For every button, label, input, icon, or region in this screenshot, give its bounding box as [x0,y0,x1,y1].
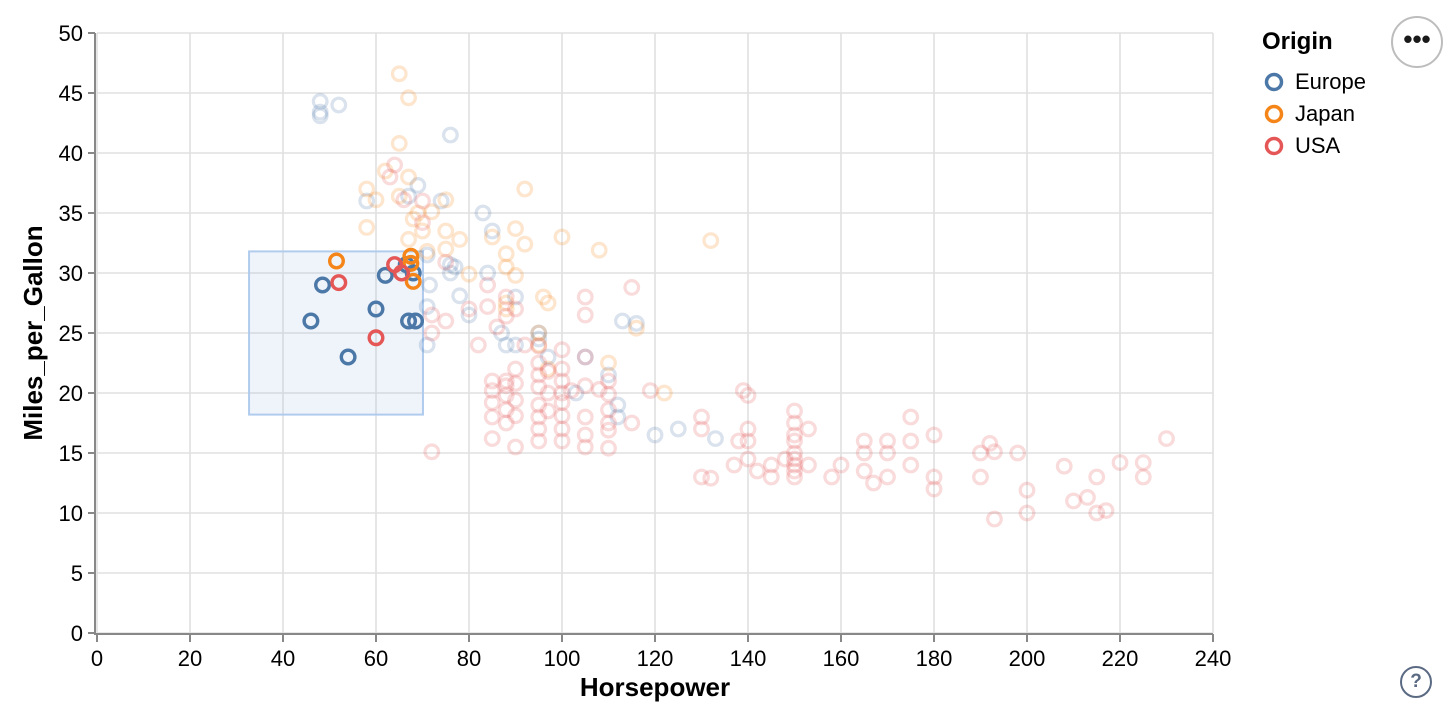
points-europe-selected [302,256,425,366]
legend-item-usa: USA [1262,130,1366,162]
x-tick-label: 140 [730,646,767,671]
y-axis-title: Miles_per_Gallon [18,225,48,440]
y-tick-label: 30 [59,261,83,286]
legend-label: Japan [1295,101,1355,126]
y-tick-label: 10 [59,501,83,526]
points-usa-selected [330,256,411,347]
x-tick-label: 240 [1195,646,1232,671]
x-tick-label: 0 [91,646,103,671]
y-tick-label: 20 [59,381,83,406]
question-icon: ? [1410,671,1422,692]
x-axis-title: Horsepower [580,672,730,702]
y-tick-label: 0 [71,621,83,646]
legend-label: Europe [1295,69,1366,94]
x-tick-label: 80 [457,646,481,671]
legend-label: USA [1295,133,1341,158]
ellipsis-icon: ••• [1403,24,1431,54]
y-tick-label: 25 [59,321,83,346]
points-japan-unselected [358,65,720,402]
x-tick-label: 120 [637,646,674,671]
points-japan-selected [327,247,422,290]
x-tick-label: 160 [823,646,860,671]
y-tick-label: 35 [59,201,83,226]
y-tick-label: 5 [71,561,83,586]
legend-items: Europe Japan USA [1262,66,1366,162]
y-tick-label: 50 [59,21,83,46]
menu-button[interactable]: ••• [1391,16,1443,68]
legend: Origin Europe Japan USA [1262,28,1366,162]
legend-symbol-japan [1264,104,1284,124]
legend-title: Origin [1262,28,1333,55]
points-usa-unselected [381,156,1175,528]
y-tick-label: 15 [59,441,83,466]
help-button[interactable]: ? [1400,666,1432,698]
y-tick-label: 45 [59,81,83,106]
x-tick-label: 40 [271,646,295,671]
legend-item-japan: Japan [1262,98,1366,130]
legend-symbol-europe [1264,72,1284,92]
legend-symbol-usa [1264,136,1284,156]
x-tick-label: 180 [916,646,953,671]
x-tick-label: 100 [544,646,581,671]
brush-selection[interactable] [248,250,424,416]
axes: 0 20 40 60 80 100 120 140 160 180 200 220 240 0 5 10 15 2… [18,21,1231,702]
x-tick-label: 60 [364,646,388,671]
x-tick-label: 200 [1009,646,1046,671]
x-tick-label: 20 [178,646,202,671]
y-tick-label: 40 [59,141,83,166]
legend-item-europe: Europe [1262,66,1366,98]
x-tick-label: 220 [1102,646,1139,671]
points-europe-unselected [311,92,724,448]
